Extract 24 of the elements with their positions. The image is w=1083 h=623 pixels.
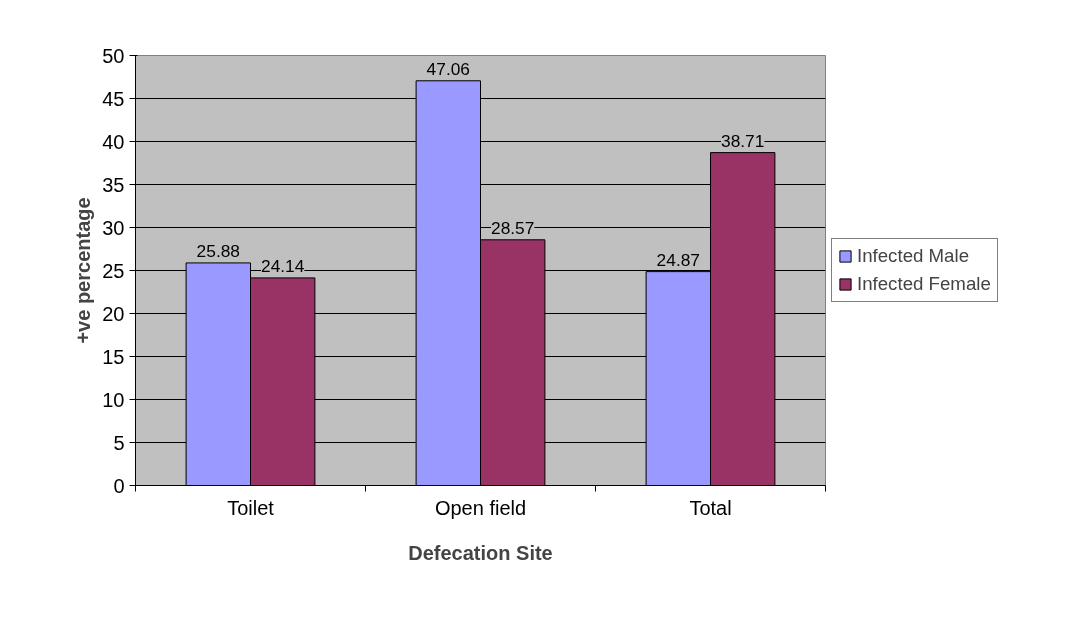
y-tick-label: 15 <box>102 345 125 368</box>
y-tick-label: 0 <box>113 474 125 497</box>
data-label: 28.57 <box>491 217 535 238</box>
y-tick-label: 25 <box>102 259 125 282</box>
y-tick-label: 45 <box>102 87 125 110</box>
y-tick-label: 30 <box>102 216 125 239</box>
x-tick-label: Toilet <box>227 496 275 519</box>
data-label: 25.88 <box>196 240 240 261</box>
data-label: 24.14 <box>261 255 305 276</box>
data-label: 38.71 <box>721 130 765 151</box>
y-axis-title: +ve percentage <box>72 197 95 344</box>
legend-label: Infected Male <box>857 245 970 267</box>
legend-label: Infected Female <box>857 273 991 295</box>
y-tick-label: 40 <box>102 130 125 153</box>
y-tick-label: 10 <box>102 388 125 411</box>
x-tick-label: Total <box>689 496 732 519</box>
x-axis-title: Defecation Site <box>408 541 553 564</box>
x-tick-label: Open field <box>434 496 527 519</box>
data-label: 47.06 <box>426 58 470 79</box>
y-tick-label: 35 <box>102 173 125 196</box>
y-tick-label: 20 <box>102 302 125 325</box>
y-tick-label: 5 <box>113 431 125 454</box>
y-tick-label: 50 <box>102 44 125 67</box>
data-label: 24.87 <box>656 249 700 270</box>
